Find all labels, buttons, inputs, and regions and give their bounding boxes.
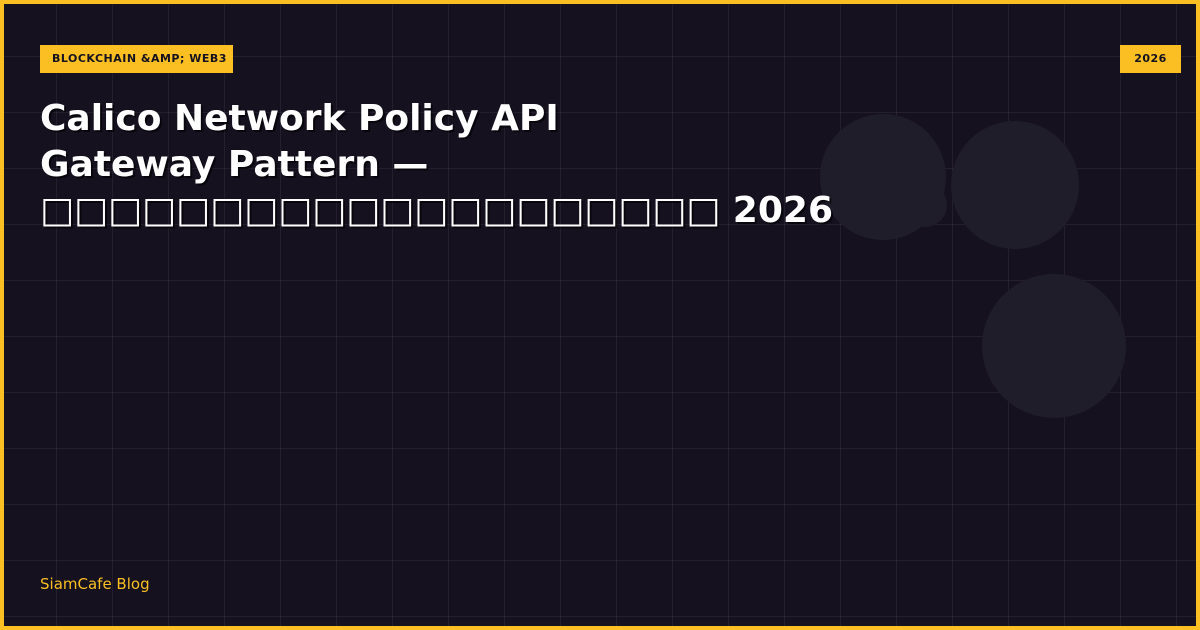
- category-badge: BLOCKCHAIN &AMP; WEB3: [40, 45, 233, 73]
- site-name: SiamCafe Blog: [40, 575, 150, 593]
- circle: [982, 274, 1126, 418]
- title-line: Gateway Pattern —: [40, 144, 429, 185]
- title: Calico Network Policy API Gateway Patter…: [40, 96, 833, 234]
- title-line: □□□□□□□□□□□□□□□□□□□□ 2026: [40, 190, 834, 231]
- year-badge: 2026: [1120, 45, 1181, 73]
- circle: [951, 121, 1079, 249]
- title-line: Calico Network Policy API: [40, 98, 559, 139]
- circle: [903, 183, 947, 227]
